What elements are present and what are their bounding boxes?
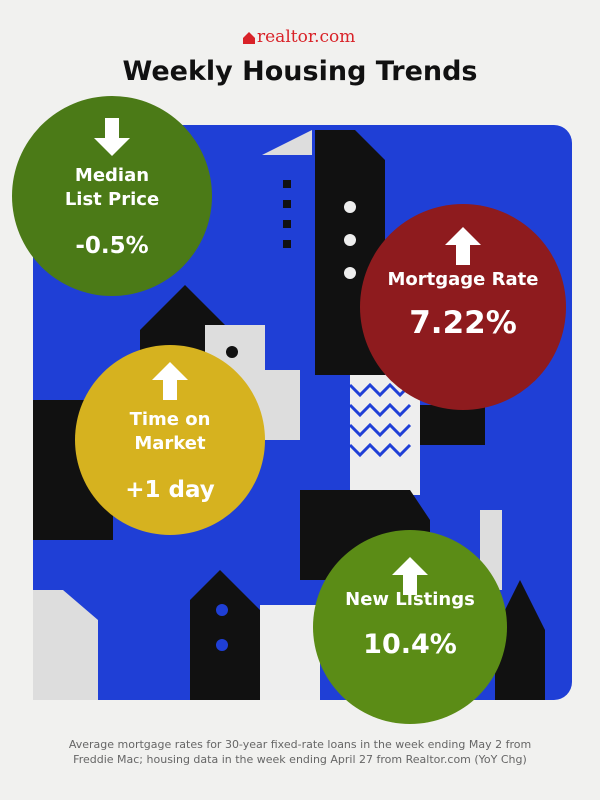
stat-label: Time on <box>130 409 211 430</box>
brand-icon <box>243 32 255 44</box>
footnote: Freddie Mac; housing data in the week en… <box>73 753 527 766</box>
stat-value: -0.5% <box>75 233 148 259</box>
stat-label: List Price <box>65 189 159 210</box>
arrow-icon <box>445 227 481 265</box>
arrow-icon <box>94 118 130 156</box>
stat-circle <box>12 96 212 296</box>
stat-circle <box>360 204 566 410</box>
stat-value: 10.4% <box>363 629 457 660</box>
arrow-icon <box>392 557 428 595</box>
stat-value: 7.22% <box>409 305 517 341</box>
arrow-icon <box>152 362 188 400</box>
stat-label: New Listings <box>345 589 475 610</box>
footnote: Average mortgage rates for 30-year fixed… <box>69 738 531 751</box>
stat-label: Market <box>134 433 206 454</box>
stat-value: +1 day <box>125 477 215 503</box>
stat-label: Median <box>75 165 149 186</box>
title: Weekly Housing Trends <box>123 56 478 87</box>
stat-label: Mortgage Rate <box>388 269 539 290</box>
stat-circle <box>313 530 507 724</box>
brand: realtor.com <box>257 27 355 47</box>
stat-circle <box>75 345 265 535</box>
